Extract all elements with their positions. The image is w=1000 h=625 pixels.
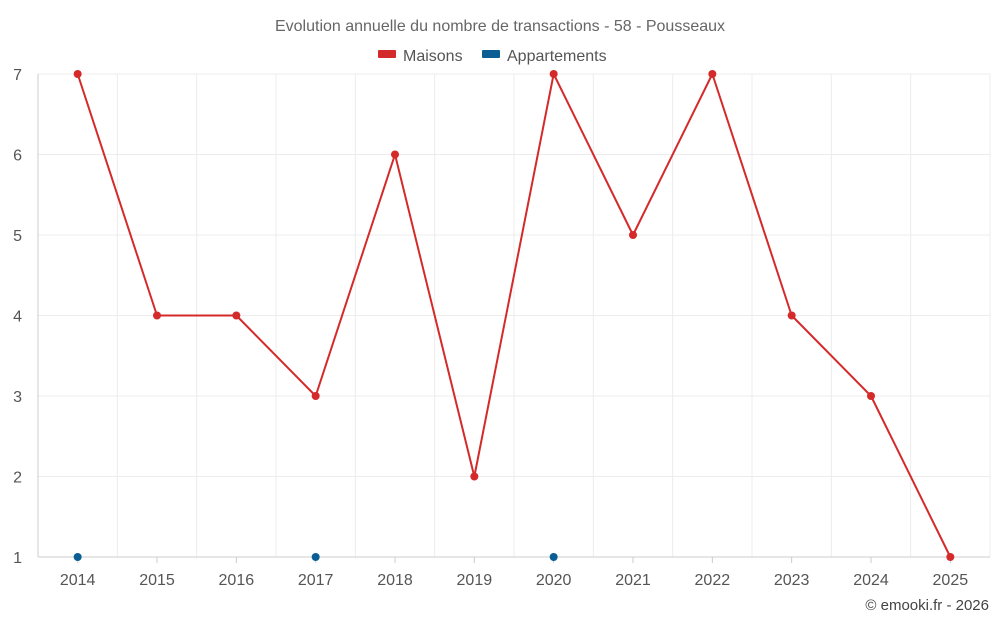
y-tick-label: 2	[13, 470, 22, 487]
data-point-appartements[interactable]	[73, 553, 82, 561]
grid-lines	[37, 73, 991, 557]
x-tick-label: 2020	[536, 572, 572, 589]
x-tick-label: 2021	[615, 572, 651, 589]
data-point-maisons[interactable]	[311, 392, 320, 400]
data-point-maisons[interactable]	[153, 311, 161, 320]
data-point-maisons[interactable]	[629, 231, 637, 239]
legend-label-maisons[interactable]: Maisons	[403, 48, 463, 65]
y-tick-label: 3	[13, 389, 22, 406]
credit-text: © emooki.fr - 2026	[865, 597, 989, 614]
chart-title: Evolution annuelle du nombre de transact…	[275, 18, 725, 35]
legend-swatch-appartements[interactable]	[482, 50, 500, 58]
data-point-appartements[interactable]	[311, 553, 320, 561]
x-tick-label: 2017	[298, 572, 334, 589]
x-tick-label: 2025	[933, 572, 969, 589]
x-tick-label: 2024	[853, 572, 889, 589]
data-point-maisons[interactable]	[470, 472, 479, 481]
series-line-maisons	[76, 73, 952, 558]
y-tick-label: 7	[13, 67, 22, 84]
x-tick-label: 2014	[60, 572, 96, 589]
legend-label-appartements[interactable]: Appartements	[507, 48, 607, 65]
legend-swatch-maisons[interactable]	[378, 50, 396, 58]
chart-legend: Maisons Appartements	[378, 48, 607, 65]
x-tick-label: 2019	[457, 572, 493, 589]
y-axis-ticks: 1 2 3 4 5 6 7	[13, 67, 22, 567]
x-tick-label: 2022	[695, 572, 731, 589]
y-tick-label: 1	[13, 550, 22, 567]
data-point-maisons[interactable]	[549, 70, 558, 78]
y-tick-label: 5	[13, 228, 22, 245]
data-point-maisons[interactable]	[946, 553, 955, 561]
axes	[37, 74, 990, 563]
x-tick-label: 2015	[139, 572, 175, 589]
data-point-maisons[interactable]	[73, 70, 82, 78]
x-tick-label: 2023	[774, 572, 810, 589]
y-tick-label: 6	[13, 148, 22, 165]
x-tick-label: 2018	[377, 572, 413, 589]
data-point-maisons[interactable]	[708, 70, 717, 78]
series	[73, 70, 955, 561]
x-axis-ticks: 2014 2015 2016 2017 2018 2019 2020 2021 2022 2023…	[60, 572, 968, 589]
data-point-appartements[interactable]	[549, 553, 558, 561]
x-tick-label: 2016	[219, 572, 255, 589]
data-point-maisons[interactable]	[787, 311, 796, 320]
y-tick-label: 4	[13, 309, 22, 326]
data-point-maisons[interactable]	[391, 150, 399, 159]
data-point-maisons[interactable]	[867, 392, 875, 400]
data-point-maisons[interactable]	[232, 311, 241, 320]
